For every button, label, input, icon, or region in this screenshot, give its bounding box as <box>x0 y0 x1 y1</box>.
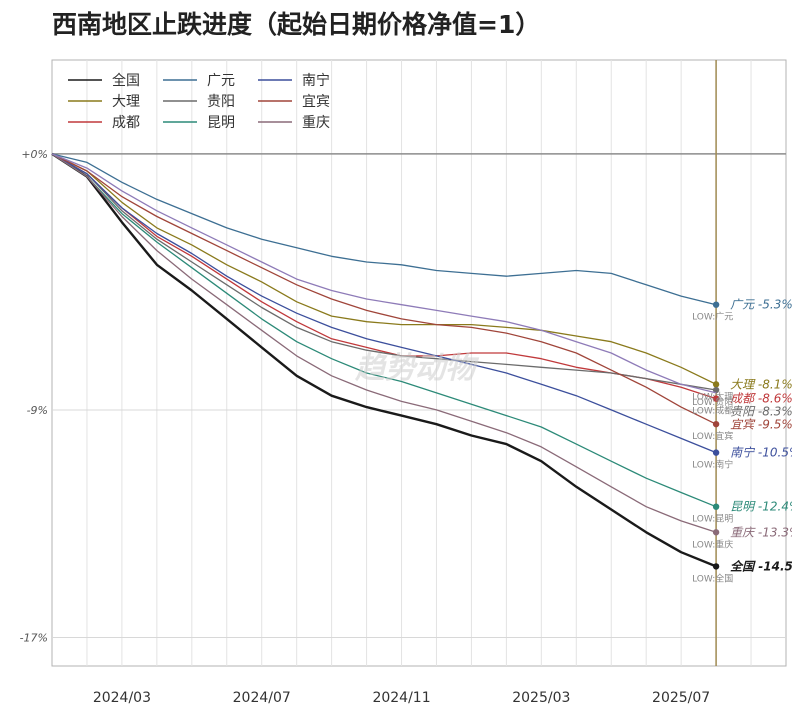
series-line <box>51 153 717 508</box>
plot-area <box>51 59 787 667</box>
series-low-label: LOW:昆明 <box>692 514 733 525</box>
legend-label: 贵阳 <box>207 94 235 110</box>
chart-title: 西南地区止跌进度（起始日期价格净值=1） <box>52 10 540 39</box>
series-end-point <box>712 420 720 428</box>
series-line <box>51 153 717 394</box>
series-line <box>51 152 717 568</box>
series-low-label: LOW:全国 <box>692 572 733 584</box>
series-line <box>51 153 717 454</box>
series-end-point <box>712 503 720 510</box>
series-line <box>51 153 717 533</box>
series-low-label: LOW:成都 <box>692 405 733 417</box>
x-tick-label: 2024/07 <box>233 690 291 706</box>
x-tick-label: 2024/03 <box>93 690 151 706</box>
legend-label: 成都 <box>112 115 140 131</box>
series-line <box>51 153 717 306</box>
series-end-point <box>712 301 720 308</box>
series-end-point <box>712 449 720 456</box>
series-end-label: 重庆 -13.3% <box>730 525 792 539</box>
series-lines <box>51 152 720 570</box>
x-tick-label: 2025/07 <box>652 690 710 706</box>
x-tick-label: 2024/11 <box>372 690 430 706</box>
series-end-label: 宜宾 -9.5% <box>730 418 792 432</box>
watermark: 趋势动物 <box>354 351 480 386</box>
y-tick-label: -9% <box>27 404 48 417</box>
legend-label: 全国 <box>112 72 140 89</box>
series-end-label: 南宁 -10.5% <box>730 446 792 460</box>
series-low-label: LOW:宜宾 <box>692 430 733 442</box>
legend-label: 大理 <box>112 94 140 110</box>
legend-label: 广元 <box>207 73 235 89</box>
legend-label: 重庆 <box>302 115 330 131</box>
series-end-label: 昆明 -12.4% <box>730 500 792 514</box>
x-tick-label: 2025/03 <box>512 690 570 706</box>
series-end-label: 大理 -8.1% <box>730 377 792 391</box>
series-line <box>51 153 717 385</box>
series-end-point <box>712 381 720 388</box>
legend-label: 南宁 <box>302 72 330 89</box>
legend-label: 宜宾 <box>302 94 330 110</box>
legend-label: 昆明 <box>207 115 235 131</box>
series-low-label: LOW:大理 <box>692 390 733 402</box>
series-low-label: LOW:广元 <box>692 311 733 323</box>
axes: +0% -9% -17% 2024/03 2024/07 2024/11 2025/03 20… <box>20 60 786 706</box>
series-end-label: 贵阳 -8.3% <box>730 405 792 419</box>
series-end-point <box>712 529 720 536</box>
series-end-point <box>712 386 720 394</box>
series-end-label: 广元 -5.3% <box>730 298 792 312</box>
series-end-point <box>712 395 720 402</box>
series-low-label: LOW:南宁 <box>692 459 733 471</box>
series-end-label: 全国 -14.5% <box>730 559 792 573</box>
series-line <box>51 153 717 391</box>
series-low-label: LOW:贵阳 <box>692 396 733 408</box>
series-low-label: LOW:重庆 <box>692 538 733 550</box>
y-tick-label: -17% <box>20 632 48 645</box>
series-end-point <box>712 563 720 570</box>
y-tick-label: +0% <box>21 148 48 161</box>
series-end-label: 成都 -8.6% <box>730 392 792 406</box>
series-line <box>51 153 717 425</box>
